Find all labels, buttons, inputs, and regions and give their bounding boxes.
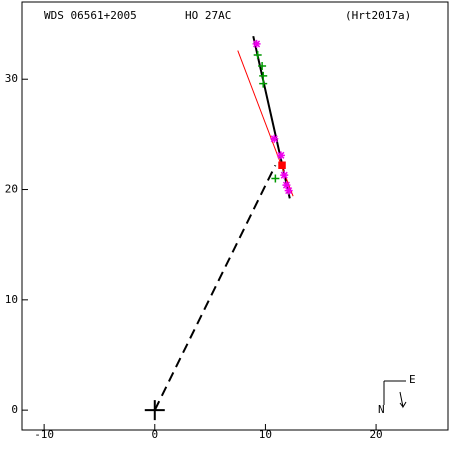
point (282, 181, 291, 190)
y-tick-label: 30 (5, 72, 18, 85)
compass-east: E (409, 373, 416, 386)
reference: (Hrt2017a) (345, 9, 411, 22)
point (258, 61, 267, 70)
point (253, 50, 262, 59)
dashed-line (153, 164, 277, 411)
point (259, 71, 268, 80)
x-tick-label: 0 (151, 428, 158, 441)
chart-title: WDS 06561+2005 (44, 9, 137, 22)
point (280, 171, 289, 180)
compass (383, 380, 407, 409)
point (252, 39, 261, 48)
point (270, 134, 279, 143)
x-tick-label: -10 (34, 428, 54, 441)
compass-north: N (378, 403, 385, 416)
plot-frame (21, 1, 449, 431)
point (271, 174, 280, 183)
point (276, 151, 285, 160)
y-tick-label: 20 (5, 183, 18, 196)
point (259, 79, 268, 88)
point (284, 186, 293, 195)
y-tick-label: 10 (5, 293, 18, 306)
compass-arrow (399, 391, 407, 409)
chart-subtitle: HO 27AC (185, 9, 231, 22)
y-tick-label: 0 (11, 403, 18, 416)
point (278, 161, 286, 170)
primary-star (144, 400, 165, 421)
x-tick-label: 10 (259, 428, 272, 441)
x-tick-label: 20 (369, 428, 382, 441)
